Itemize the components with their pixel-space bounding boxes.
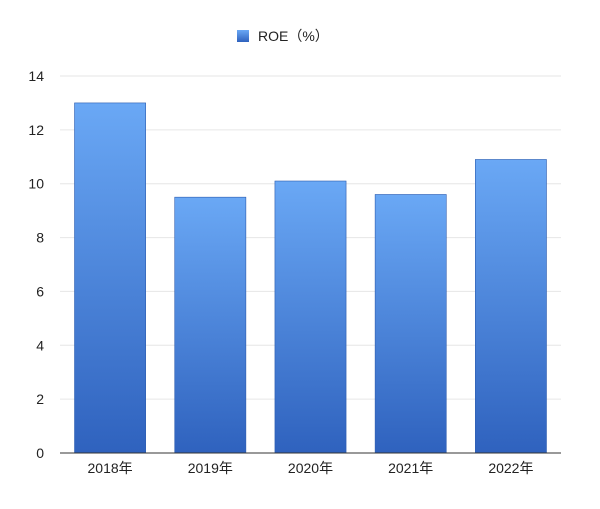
y-tick-label: 2	[36, 391, 44, 407]
y-tick-label: 8	[36, 230, 44, 246]
bars	[74, 102, 547, 454]
bar-2022年	[475, 159, 547, 454]
bar-2021年	[374, 194, 447, 454]
x-tick-label: 2018年	[88, 460, 133, 476]
legend-label: ROE（%）	[258, 28, 329, 44]
bar-2018年	[74, 102, 146, 454]
legend-swatch	[237, 30, 249, 42]
y-axis-tick-labels: 0 2 4 6 8 10 12 14	[28, 68, 44, 461]
y-tick-label: 10	[28, 176, 44, 192]
x-tick-label: 2020年	[288, 460, 333, 476]
x-axis-tick-labels: 2018年 2019年 2020年 2021年 2022年	[88, 460, 534, 476]
legend: ROE（%）	[237, 28, 329, 44]
y-tick-label: 6	[36, 283, 44, 299]
y-tick-label: 4	[36, 337, 44, 353]
y-tick-label: 0	[36, 445, 44, 461]
x-tick-label: 2019年	[188, 460, 233, 476]
bar-2020年	[274, 180, 347, 454]
y-tick-label: 14	[28, 68, 44, 84]
y-tick-label: 12	[28, 122, 44, 138]
x-tick-label: 2021年	[388, 460, 433, 476]
bar-2019年	[174, 196, 247, 454]
x-tick-label: 2022年	[488, 460, 533, 476]
